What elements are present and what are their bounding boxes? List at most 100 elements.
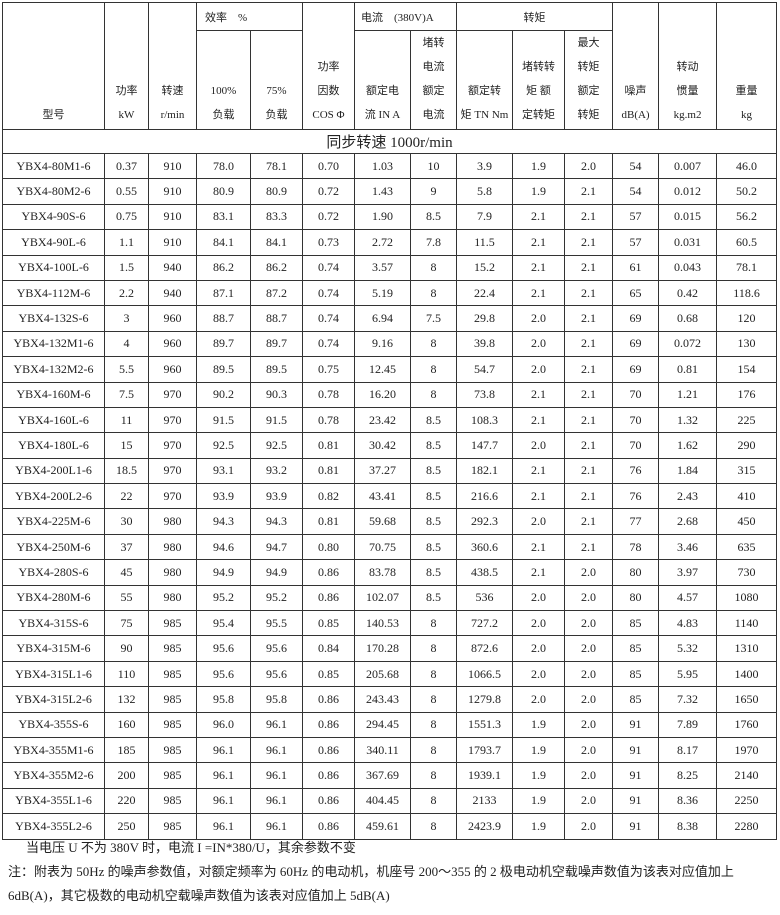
value-cell: 985 xyxy=(148,762,197,789)
value-cell: 1.62 xyxy=(658,432,718,459)
value-cell: 43.41 xyxy=(354,483,412,510)
table-row: YBX4-90L-6 1.1 910 84.1 84.1 0.73 2.72 7.8 11.5 2… xyxy=(2,229,778,256)
value-cell: 1.21 xyxy=(658,381,718,408)
value-cell: 93.9 xyxy=(196,483,251,510)
model-cell: YBX4-90L-6 xyxy=(2,229,105,256)
value-cell: 205.68 xyxy=(354,660,412,688)
value-cell: 91 xyxy=(612,736,660,764)
value-cell: 2.1 xyxy=(512,229,566,256)
value-cell: 0.81 xyxy=(302,508,356,535)
value-cell: 54 xyxy=(612,178,660,205)
header-group: 转矩 xyxy=(456,2,614,31)
value-cell: 980 xyxy=(148,584,197,612)
value-cell: 95.6 xyxy=(196,635,251,662)
table-row: YBX4-80M1-6 0.37 910 78.0 78.1 0.70 1.03 10 3.9 1… xyxy=(2,152,778,180)
value-cell: 1551.3 xyxy=(456,711,514,738)
value-cell: 2.0 xyxy=(564,711,614,738)
value-cell: 0.86 xyxy=(302,711,356,738)
value-cell: 0.82 xyxy=(302,483,356,510)
value-cell: 87.2 xyxy=(249,279,304,307)
value-cell: 15.2 xyxy=(456,254,514,281)
value-cell: 70.75 xyxy=(354,533,412,561)
value-cell: 438.5 xyxy=(456,559,514,586)
value-cell: 85 xyxy=(612,660,660,688)
value-cell: 2.0 xyxy=(564,559,614,586)
value-cell: 8 xyxy=(410,356,458,383)
value-cell: 0.007 xyxy=(658,152,718,180)
value-cell: 95.5 xyxy=(249,610,304,637)
value-cell: 5.95 xyxy=(658,660,718,688)
value-cell: 1.9 xyxy=(512,762,566,789)
value-cell: 2.1 xyxy=(512,457,566,485)
value-cell: 11.5 xyxy=(456,229,514,256)
value-cell: 1.43 xyxy=(354,178,412,205)
value-cell: 94.7 xyxy=(249,533,304,561)
value-cell: 2.0 xyxy=(564,152,614,180)
value-cell: 8 xyxy=(410,711,458,738)
value-cell: 2.0 xyxy=(564,686,614,713)
table-row: YBX4-280S-6 45 980 94.9 94.9 0.86 83.78 8.5 438.… xyxy=(2,559,778,586)
value-cell: 96.1 xyxy=(249,813,304,840)
value-cell: 89.7 xyxy=(249,330,304,358)
value-cell: 200 xyxy=(104,762,149,789)
value-cell: 80.9 xyxy=(196,178,251,205)
value-cell: 0.81 xyxy=(658,356,718,383)
value-cell: 1.9 xyxy=(512,787,566,815)
value-cell: 1.9 xyxy=(512,736,566,764)
value-cell: 2.0 xyxy=(512,635,566,662)
model-cell: YBX4-355L2-6 xyxy=(2,813,105,840)
value-cell: 46.0 xyxy=(716,152,778,180)
value-cell: 96.1 xyxy=(196,762,251,789)
table-row: YBX4-315L2-6 132 985 95.8 95.8 0.86 243.43 8 127… xyxy=(2,686,778,713)
value-cell: 2133 xyxy=(456,787,514,815)
value-cell: 130 xyxy=(716,330,778,358)
value-cell: 182.1 xyxy=(456,457,514,485)
value-cell: 91.5 xyxy=(249,406,304,434)
value-cell: 2.0 xyxy=(564,787,614,815)
header-cell: 最大 转矩 额定 转矩 xyxy=(564,30,614,130)
value-cell: 360.6 xyxy=(456,533,514,561)
value-cell: 0.78 xyxy=(302,381,356,408)
value-cell: 88.7 xyxy=(196,305,251,332)
value-cell: 2.0 xyxy=(512,508,566,535)
model-cell: YBX4-355S-6 xyxy=(2,711,105,738)
value-cell: 57 xyxy=(612,203,660,231)
value-cell: 160 xyxy=(104,711,149,738)
value-cell: 970 xyxy=(148,457,197,485)
value-cell: 0.78 xyxy=(302,406,356,434)
value-cell: 9 xyxy=(410,178,458,205)
value-cell: 91 xyxy=(612,762,660,789)
note: 当电压 U 不为 380V 时，电流 I =IN*380/U，其余参数不变 xyxy=(26,840,356,855)
value-cell: 6.94 xyxy=(354,305,412,332)
value-cell: 2.1 xyxy=(564,508,614,535)
value-cell: 0.012 xyxy=(658,178,718,205)
model-cell: YBX4-90S-6 xyxy=(2,203,105,231)
value-cell: 292.3 xyxy=(456,508,514,535)
value-cell: 985 xyxy=(148,711,197,738)
value-cell: 23.42 xyxy=(354,406,412,434)
value-cell: 8.5 xyxy=(410,559,458,586)
value-cell: 4 xyxy=(104,330,149,358)
value-cell: 0.043 xyxy=(658,254,718,281)
value-cell: 8 xyxy=(410,330,458,358)
value-cell: 86.2 xyxy=(196,254,251,281)
value-cell: 5.8 xyxy=(456,178,514,205)
value-cell: 1.03 xyxy=(354,152,412,180)
model-cell: YBX4-280M-6 xyxy=(2,584,105,612)
value-cell: 1.32 xyxy=(658,406,718,434)
value-cell: 1793.7 xyxy=(456,736,514,764)
value-cell: 3.46 xyxy=(658,533,718,561)
header-cell: 噪声 dB(A) xyxy=(612,2,660,130)
value-cell: 54 xyxy=(612,152,660,180)
value-cell: 985 xyxy=(148,813,197,840)
value-cell: 37 xyxy=(104,533,149,561)
value-cell: 96.1 xyxy=(196,813,251,840)
value-cell: 94.9 xyxy=(196,559,251,586)
value-cell: 340.11 xyxy=(354,736,412,764)
value-cell: 2.1 xyxy=(512,533,566,561)
value-cell: 95.6 xyxy=(196,660,251,688)
model-cell: YBX4-100L-6 xyxy=(2,254,105,281)
value-cell: 2.0 xyxy=(564,813,614,840)
value-cell: 50.2 xyxy=(716,178,778,205)
value-cell: 59.68 xyxy=(354,508,412,535)
